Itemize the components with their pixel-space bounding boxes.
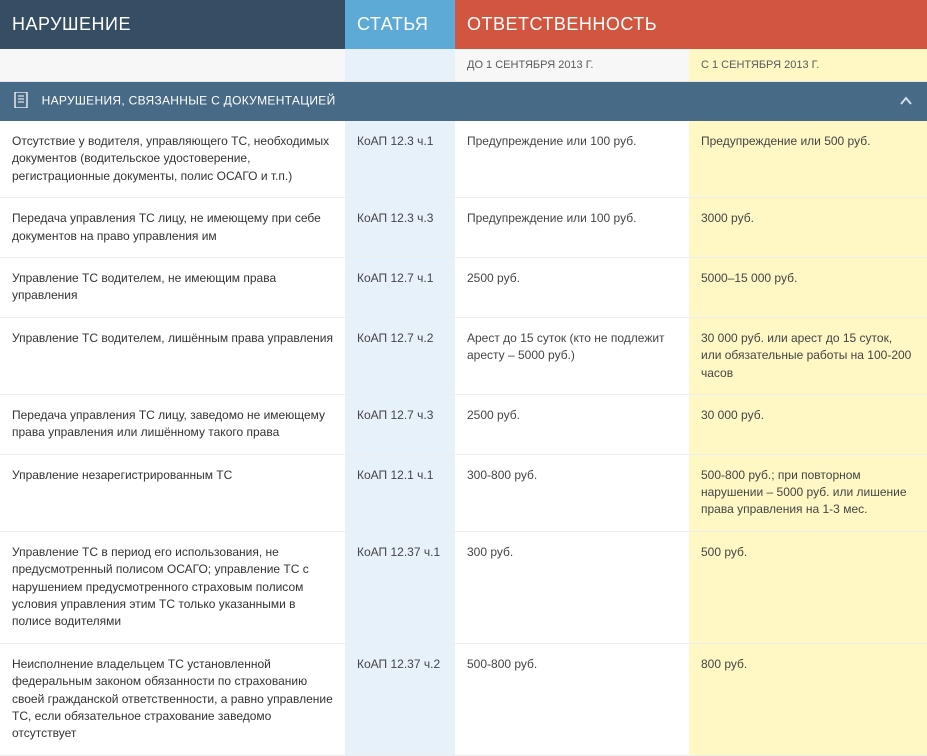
table-header-sub: ДО 1 СЕНТЯБРЯ 2013 Г. С 1 СЕНТЯБРЯ 2013 … [0, 49, 927, 82]
cell-after: 30 000 руб. или арест до 15 суток, или о… [689, 317, 927, 394]
table-row: Передача управления ТС лицу, не имеющему… [0, 198, 927, 258]
table-row: Передача управления ТС лицу, заведомо не… [0, 394, 927, 454]
cell-after: 500 руб. [689, 531, 927, 643]
table-row: Управление ТС водителем, не имеющим прав… [0, 257, 927, 317]
cell-before: 2500 руб. [455, 257, 689, 317]
cell-after: 800 руб. [689, 643, 927, 755]
section-title: Нарушения, связанные с документацией [42, 94, 336, 108]
cell-after: 3000 руб. [689, 198, 927, 258]
cell-before: 2500 руб. [455, 394, 689, 454]
col-header-violation: Нарушение [0, 0, 345, 49]
cell-before: 300 руб. [455, 531, 689, 643]
table-row: Отсутствие у водителя, управляющего ТС, … [0, 121, 927, 198]
table-row: Неисполнение владельцем ТС установленной… [0, 643, 927, 755]
cell-violation: Управление ТС в период его использования… [0, 531, 345, 643]
cell-before: Арест до 15 суток (кто не подлежит арест… [455, 317, 689, 394]
subheader-before: ДО 1 СЕНТЯБРЯ 2013 Г. [455, 49, 689, 82]
subheader-after: С 1 СЕНТЯБРЯ 2013 Г. [689, 49, 927, 82]
cell-before: Предупреждение или 100 руб. [455, 121, 689, 198]
cell-violation: Неисполнение владельцем ТС установленной… [0, 643, 345, 755]
cell-violation: Управление ТС водителем, не имеющим прав… [0, 257, 345, 317]
cell-after: Предупреждение или 500 руб. [689, 121, 927, 198]
cell-violation: Управление ТС водителем, лишённым права … [0, 317, 345, 394]
cell-after: 30 000 руб. [689, 394, 927, 454]
table-row: Управление ТС водителем, лишённым права … [0, 317, 927, 394]
cell-before: Предупреждение или 100 руб. [455, 198, 689, 258]
col-header-responsibility: Ответственность [455, 0, 927, 49]
cell-article: КоАП 12.37 ч.1 [345, 531, 455, 643]
cell-article: КоАП 12.1 ч.1 [345, 454, 455, 531]
cell-before: 300-800 руб. [455, 454, 689, 531]
cell-violation: Отсутствие у водителя, управляющего ТС, … [0, 121, 345, 198]
cell-after: 500-800 руб.; при повторном нарушении – … [689, 454, 927, 531]
cell-article: КоАП 12.3 ч.1 [345, 121, 455, 198]
table-row: Управление незарегистрированным ТСКоАП 1… [0, 454, 927, 531]
cell-article: КоАП 12.7 ч.3 [345, 394, 455, 454]
document-icon [14, 92, 28, 111]
chevron-up-icon[interactable] [899, 95, 913, 109]
table-header-main: Нарушение Статья Ответственность [0, 0, 927, 49]
subheader-spacer-1 [0, 49, 345, 82]
cell-article: КоАП 12.37 ч.2 [345, 643, 455, 755]
cell-article: КоАП 12.7 ч.2 [345, 317, 455, 394]
cell-violation: Управление незарегистрированным ТС [0, 454, 345, 531]
cell-violation: Передача управления ТС лицу, не имеющему… [0, 198, 345, 258]
cell-article: КоАП 12.3 ч.3 [345, 198, 455, 258]
section-header[interactable]: Нарушения, связанные с документацией [0, 82, 927, 122]
cell-before: 500-800 руб. [455, 643, 689, 755]
subheader-spacer-2 [345, 49, 455, 82]
cell-article: КоАП 12.7 ч.1 [345, 257, 455, 317]
table-row: Управление ТС в период его использования… [0, 531, 927, 643]
cell-violation: Передача управления ТС лицу, заведомо не… [0, 394, 345, 454]
penalties-table: Нарушение Статья Ответственность ДО 1 СЕ… [0, 0, 927, 756]
cell-after: 5000–15 000 руб. [689, 257, 927, 317]
col-header-article: Статья [345, 0, 455, 49]
